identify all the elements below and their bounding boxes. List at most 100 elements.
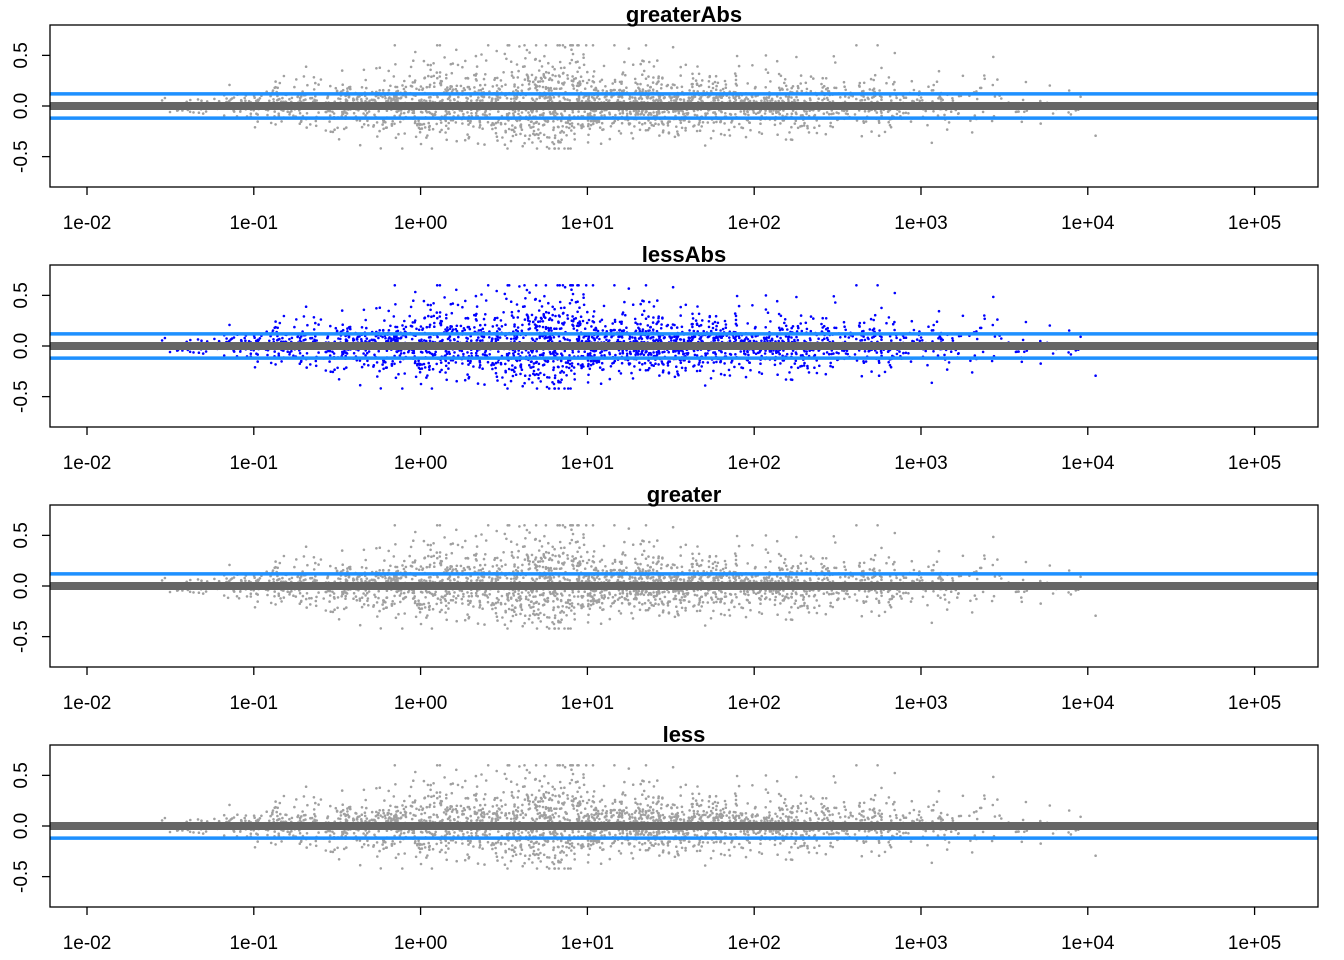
data-point: [324, 110, 328, 114]
data-point: [567, 366, 571, 370]
data-point: [352, 111, 356, 115]
data-point: [420, 123, 424, 126]
data-point: [448, 327, 452, 331]
data-point: [685, 112, 688, 115]
data-point: [790, 352, 794, 356]
data-point: [399, 112, 403, 115]
data-point: [630, 131, 633, 135]
data-point: [644, 317, 648, 321]
data-point: [573, 132, 576, 136]
data-point: [473, 326, 476, 329]
data-point: [445, 112, 449, 115]
data-point: [552, 142, 556, 146]
data-point: [537, 376, 540, 380]
data-point: [647, 315, 650, 318]
data-point: [376, 375, 379, 378]
data-point: [475, 319, 478, 322]
data-point: [314, 119, 318, 123]
data-point: [196, 338, 200, 341]
data-point: [438, 315, 442, 318]
data-point: [947, 121, 951, 124]
data-point: [280, 360, 283, 363]
data-point: [887, 76, 891, 79]
points-greaterAbs: [160, 44, 1129, 150]
data-point: [696, 305, 699, 308]
data-point: [583, 327, 587, 331]
data-point: [571, 323, 574, 327]
data-point: [439, 79, 443, 83]
data-point: [466, 373, 469, 376]
data-point: [511, 364, 514, 367]
data-point: [528, 291, 531, 294]
data-point: [495, 375, 499, 379]
data-point: [534, 78, 537, 81]
data-point: [561, 284, 565, 287]
data-point: [609, 125, 613, 128]
data-point: [527, 111, 530, 114]
data-point: [298, 351, 302, 355]
data-point: [592, 96, 595, 100]
data-point: [428, 339, 432, 343]
data-point: [661, 351, 664, 354]
data-point: [504, 122, 507, 126]
data-point: [483, 323, 487, 327]
data-point: [428, 364, 432, 368]
data-point: [556, 112, 559, 116]
data-point: [295, 318, 298, 321]
data-point: [549, 112, 552, 116]
data-point: [587, 122, 590, 126]
data-point: [163, 96, 167, 100]
data-point: [295, 78, 298, 81]
data-point: [452, 338, 456, 341]
data-point: [390, 124, 394, 127]
data-point: [670, 99, 673, 102]
data-point: [509, 139, 513, 143]
data-point: [983, 314, 986, 317]
data-point: [461, 362, 464, 365]
data-point: [298, 111, 302, 115]
data-point: [329, 324, 332, 328]
data-point: [617, 129, 621, 133]
data-point: [582, 96, 585, 99]
data-point: [253, 126, 257, 129]
data-point: [537, 122, 541, 126]
data-point: [679, 314, 682, 317]
data-point: [451, 62, 455, 65]
data-point: [378, 369, 381, 373]
data-point: [559, 119, 563, 123]
data-point: [427, 74, 430, 78]
data-point: [571, 284, 575, 287]
data-point: [592, 122, 595, 126]
data-point: [642, 309, 646, 313]
data-point: [649, 121, 652, 125]
data-point: [381, 88, 385, 92]
data-point: [517, 309, 520, 313]
data-point: [551, 141, 554, 144]
data-point: [552, 96, 556, 99]
data-point: [302, 99, 306, 102]
data-point: [783, 318, 787, 321]
data-point: [723, 362, 726, 365]
data-point: [734, 314, 738, 318]
data-point: [488, 113, 492, 116]
data-point: [244, 339, 247, 343]
data-point: [619, 132, 623, 135]
data-point: [915, 98, 919, 101]
data-point: [392, 315, 396, 318]
data-point: [472, 125, 475, 128]
data-point: [403, 372, 407, 375]
data-point: [290, 96, 294, 100]
data-point: [414, 375, 418, 379]
data-point: [732, 96, 735, 100]
data-point: [820, 322, 823, 326]
data-point: [602, 128, 605, 131]
data-point: [931, 89, 935, 92]
data-point: [360, 86, 364, 89]
data-point: [673, 375, 677, 379]
data-point: [951, 337, 954, 340]
data-point: [877, 374, 881, 378]
data-point: [748, 361, 751, 365]
data-point: [675, 365, 678, 369]
data-point: [783, 81, 786, 85]
data-point: [395, 110, 398, 113]
